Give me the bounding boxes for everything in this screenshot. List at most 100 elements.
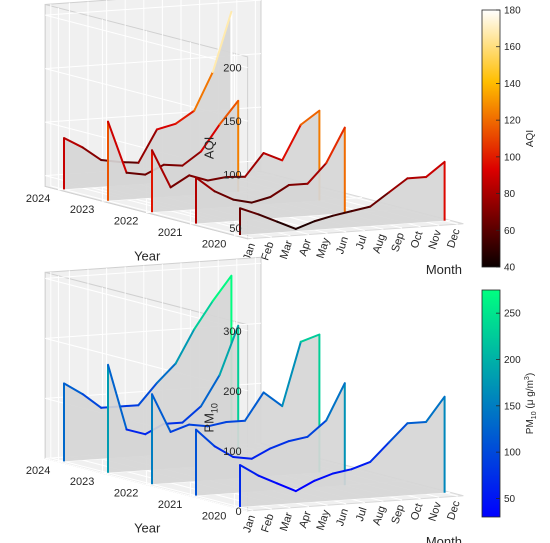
data-line (211, 10, 233, 73)
z-tick-label: 200 (223, 386, 241, 398)
series-fill (240, 161, 445, 235)
grid-line (189, 42, 407, 225)
colorbar-label: PM10 (μ g/m3) (524, 373, 538, 434)
data-line (425, 395, 446, 423)
data-line (244, 391, 265, 422)
grid-line (45, 0, 262, 69)
colorbar-label-sub: 10 (531, 411, 538, 419)
colorbar-tick-label: 80 (504, 189, 516, 200)
year-tick-label: 2021 (158, 227, 182, 239)
year-tick-label: 2023 (70, 476, 94, 488)
data-line (162, 163, 184, 167)
data-line (181, 405, 202, 424)
data-line (174, 328, 196, 365)
series-fill (152, 110, 320, 213)
colorbar-tick-label: 60 (504, 226, 516, 237)
data-line (294, 220, 316, 230)
data-line (156, 122, 177, 131)
month-tick-label: Feb (259, 240, 276, 262)
z-axis-label: PM10 (202, 403, 220, 433)
data-line (262, 391, 284, 408)
data-line (181, 150, 202, 167)
month-tick-label: May (315, 236, 333, 260)
data-line (325, 126, 346, 165)
data-line (107, 363, 128, 431)
z-tick-label: 100 (223, 446, 241, 458)
z-tick-label: 200 (223, 63, 241, 75)
month-tick-label: May (315, 508, 333, 532)
grid-line (50, 4, 254, 239)
month-tick-label: Nov (427, 228, 445, 251)
data-line (250, 447, 272, 460)
data-line (174, 109, 196, 125)
data-line (281, 123, 302, 162)
data-line (250, 196, 272, 204)
series-2020 (239, 160, 446, 235)
colorbar (481, 289, 501, 518)
x-axis-label: Month (426, 262, 462, 277)
data-line (225, 419, 246, 423)
series-2022 (151, 109, 321, 213)
data-line (387, 422, 409, 444)
data-line (169, 423, 191, 433)
series-fill (240, 396, 445, 507)
z-tick-label: 50 (229, 223, 241, 235)
data-line (406, 421, 427, 425)
month-tick-label: Sep (389, 503, 406, 525)
month-tick-label: Jun (334, 235, 351, 256)
colorbar-tick-label: 140 (504, 79, 521, 90)
data-line (244, 152, 265, 178)
series-2021 (195, 382, 346, 496)
data-line (125, 171, 147, 176)
data-line (188, 423, 209, 428)
data-line (239, 464, 260, 477)
series-fill (64, 11, 232, 190)
month-tick-label: Sep (389, 231, 406, 253)
month-tick-label: Jul (354, 506, 370, 523)
x-axis-label: Month (426, 534, 462, 543)
data-line (206, 176, 228, 182)
grid-line (45, 53, 262, 122)
data-line (195, 176, 216, 193)
data-line (211, 274, 233, 302)
data-line (118, 404, 140, 408)
month-tick-label: Mar (278, 239, 295, 261)
month-tick-label: Mar (278, 511, 295, 533)
data-line (269, 184, 290, 198)
data-line (213, 445, 235, 458)
series-fill (196, 383, 345, 496)
data-line (262, 152, 284, 162)
colorbar-label: AQI (525, 130, 536, 147)
colorbar-tick-label: 160 (504, 42, 521, 53)
y-axis-label: Year (134, 521, 161, 536)
data-line (125, 428, 147, 436)
data-line (350, 460, 372, 471)
data-line (299, 333, 321, 343)
data-line (269, 440, 290, 450)
data-line (107, 120, 128, 174)
data-line (306, 162, 328, 185)
data-line (195, 428, 216, 448)
month-tick-label: Dec (445, 499, 463, 522)
data-line (151, 149, 172, 189)
data-line (188, 174, 209, 182)
month-tick-label: Oct (409, 502, 426, 522)
z-axis-label: AQI (202, 137, 217, 159)
year-tick-label: 2020 (202, 238, 226, 250)
data-line (387, 177, 409, 194)
data-line (193, 71, 214, 112)
data-line (63, 382, 84, 396)
year-tick-label: 2021 (158, 499, 182, 511)
month-tick-label: Jun (334, 507, 351, 528)
year-tick-label: 2022 (114, 216, 138, 228)
data-line (313, 214, 334, 223)
series-fill (108, 100, 239, 201)
data-line (218, 99, 240, 126)
data-line (406, 176, 427, 180)
colorbar-tick-label: 100 (504, 152, 521, 163)
data-line (288, 182, 309, 186)
data-line (294, 479, 316, 493)
year-tick-label: 2022 (114, 488, 138, 500)
data-line (257, 213, 279, 223)
